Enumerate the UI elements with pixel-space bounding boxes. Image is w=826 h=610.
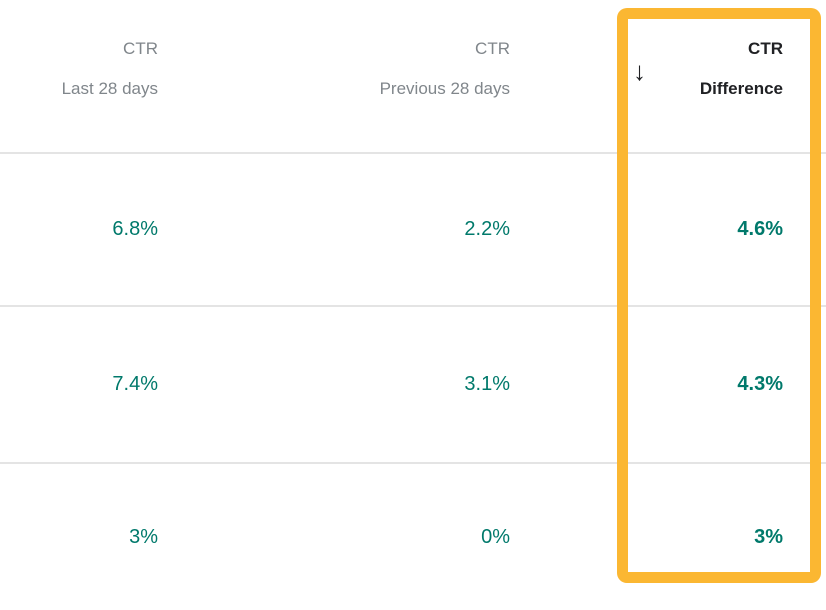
ctr-last-cell: 6.8% xyxy=(112,218,158,240)
table-row[interactable]: 3% 0% 3% xyxy=(0,462,826,610)
ctr-previous-cell: 3.1% xyxy=(464,373,510,395)
ctr-previous-cell: 0% xyxy=(481,525,510,548)
column-header-ctr-last-28-days[interactable]: CTR Last 28 days xyxy=(0,0,160,152)
header-line-metric: CTR xyxy=(475,39,510,58)
ctr-previous-cell: 2.2% xyxy=(464,218,510,240)
column-header-label: CTR Difference xyxy=(700,29,783,109)
header-line-metric: CTR xyxy=(123,39,158,58)
ctr-last-cell: 7.4% xyxy=(112,373,158,395)
ctr-difference-cell: 4.3% xyxy=(737,373,783,395)
column-header-ctr-previous-28-days[interactable]: CTR Previous 28 days xyxy=(160,0,512,152)
ctr-difference-cell: 4.6% xyxy=(737,218,783,240)
column-header-label: CTR Previous 28 days xyxy=(380,29,510,109)
header-line-period: Difference xyxy=(699,79,783,98)
header-line-period: Previous 28 days xyxy=(379,79,510,98)
column-header-label: CTR Last 28 days xyxy=(62,29,158,109)
table-row[interactable]: 7.4% 3.1% 4.3% xyxy=(0,305,826,462)
ctr-difference-cell: 3% xyxy=(754,525,783,548)
table-row[interactable]: 6.8% 2.2% 4.6% xyxy=(0,152,826,305)
table-header-row: CTR Last 28 days CTR Previous 28 days ↓ … xyxy=(0,0,826,152)
header-line-period: Last 28 days xyxy=(61,79,158,98)
ctr-last-cell: 3% xyxy=(129,525,158,548)
header-line-metric: CTR xyxy=(748,39,783,58)
column-header-ctr-difference[interactable]: ↓ CTR Difference xyxy=(512,0,826,152)
sort-descending-icon: ↓ xyxy=(633,56,646,86)
